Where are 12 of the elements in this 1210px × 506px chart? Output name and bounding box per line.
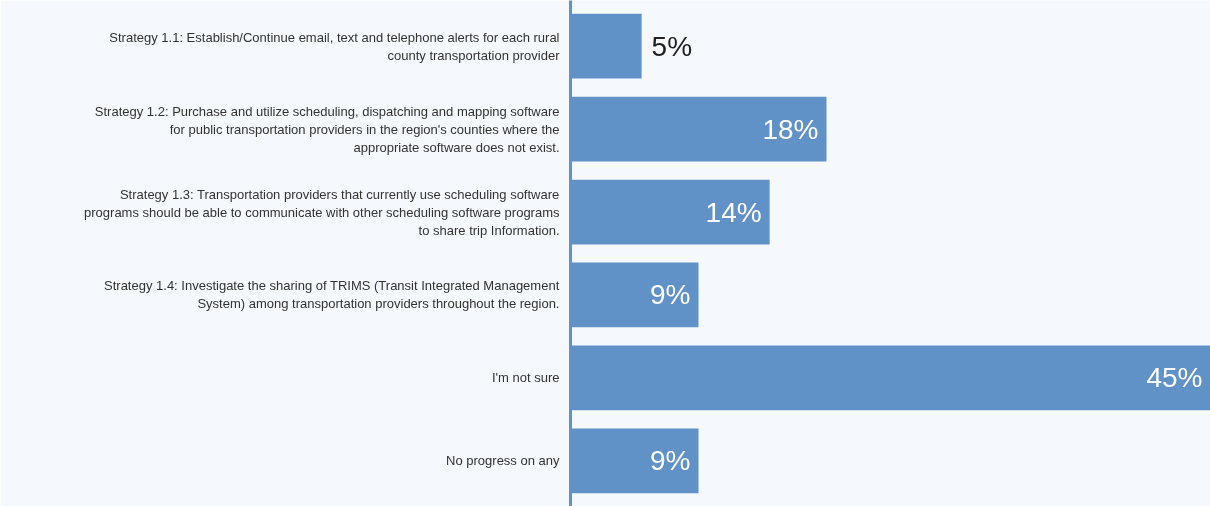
data-label: 14% [705, 196, 762, 228]
data-label: 5% [651, 30, 693, 62]
data-label: 45% [1146, 362, 1203, 394]
y-tick-label: Strategy 1.3: Transportation providers that currently use scheduling software programs should be able to communicate with other scheduling software programs to share trip Information. [84, 186, 560, 238]
y-tick-label: Strategy 1.1: Establish/Continue email, text and telephone alerts for each rural county transportation provider [109, 29, 561, 63]
y-tick-label: Strategy 1.2: Purchase and utilize scheduling, dispatching and mapping software for public transportation providers in the region's counties where the appropriate software does not exist. [94, 103, 560, 155]
data-label: 9% [650, 279, 691, 311]
y-tick-label: I'm not sure [491, 370, 560, 386]
data-label: 18% [762, 113, 819, 145]
y-tick-label: Strategy 1.4: Investigate the sharing of TRIMS (Transit Integrated Management System) among transportation providers throughout the region. [104, 278, 560, 312]
y-tick-label: No progress on any [446, 453, 560, 469]
data-label: 9% [650, 445, 691, 477]
